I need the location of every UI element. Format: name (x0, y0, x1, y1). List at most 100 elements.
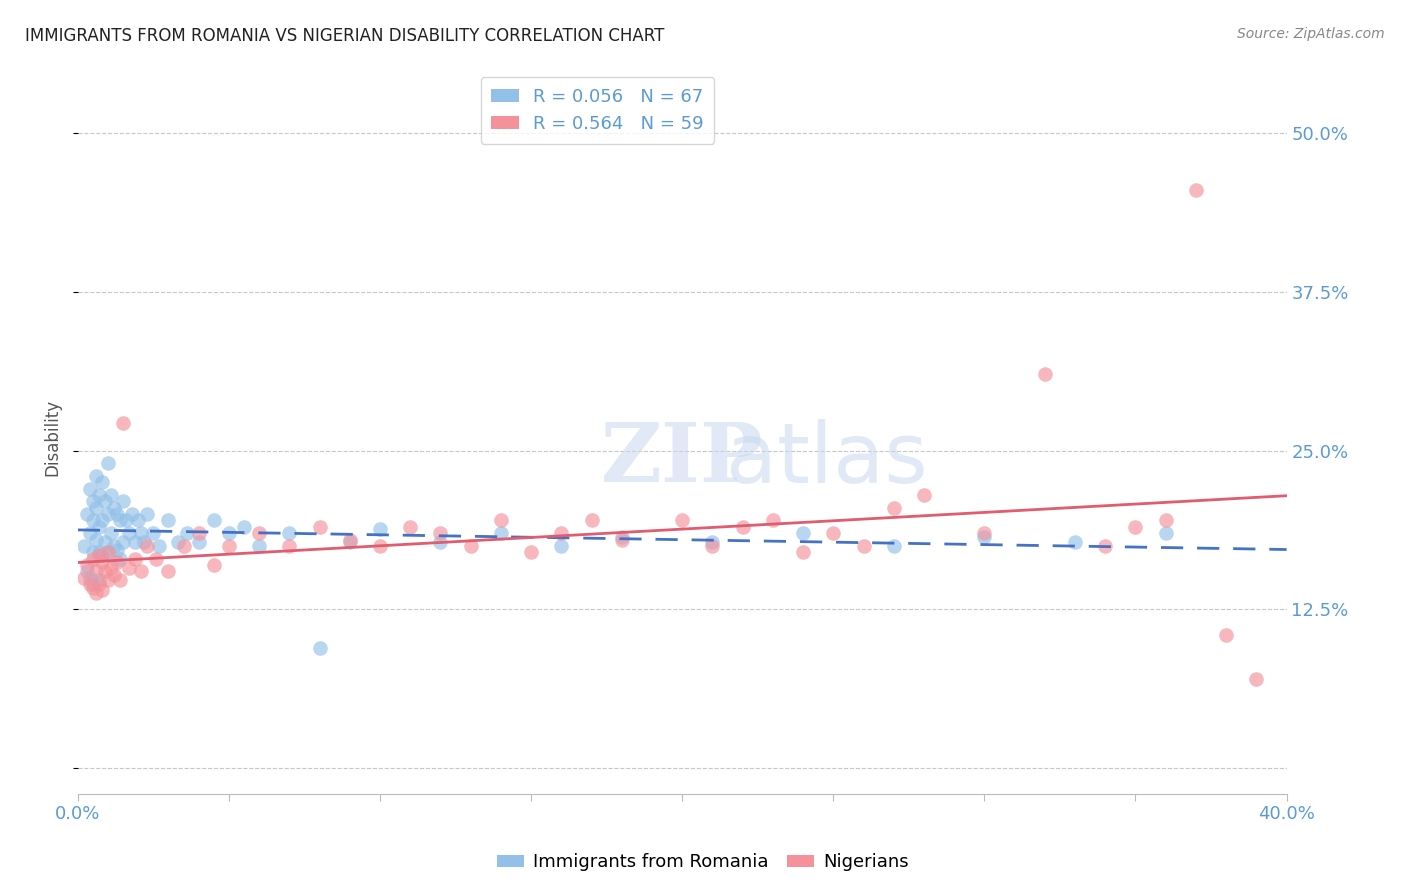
Point (73, 571, 96, 585)
Point (1215, 628, 1237, 642)
Point (118, 526, 141, 541)
Point (218, 526, 240, 541)
Point (84, 586, 107, 600)
Point (97, 507, 120, 521)
Point (79, 526, 101, 541)
Point (852, 539, 875, 553)
Point (87, 520, 110, 534)
Point (108, 514, 131, 528)
Point (108, 551, 131, 566)
Point (973, 526, 995, 541)
Point (1033, 368, 1056, 382)
Point (105, 556, 128, 570)
Point (702, 539, 724, 553)
Text: Source: ZipAtlas.com: Source: ZipAtlas.com (1237, 27, 1385, 41)
Point (124, 535, 146, 549)
Point (187, 526, 209, 541)
Point (108, 573, 131, 587)
Point (399, 520, 422, 534)
Point (429, 535, 451, 549)
Point (136, 539, 159, 553)
Point (94, 494, 117, 508)
Point (1125, 520, 1147, 534)
Point (129, 526, 152, 541)
Point (368, 539, 391, 553)
Point (115, 514, 138, 528)
Point (550, 539, 572, 553)
Point (100, 560, 122, 574)
Point (166, 535, 188, 549)
Point (91, 475, 114, 490)
Point (792, 545, 814, 559)
Legend: R = 0.056   N = 67, R = 0.564   N = 59: R = 0.056 N = 67, R = 0.564 N = 59 (481, 77, 714, 144)
Point (912, 488, 935, 502)
Point (581, 514, 603, 528)
Point (82, 551, 104, 566)
Point (97, 545, 120, 559)
Point (278, 526, 301, 541)
Point (79, 482, 101, 496)
Point (84, 533, 107, 547)
Point (134, 535, 156, 549)
Point (73, 539, 96, 553)
Point (187, 535, 209, 549)
Point (97, 573, 120, 587)
Point (339, 533, 361, 547)
Point (87, 577, 110, 591)
Point (76, 507, 98, 521)
Point (129, 564, 152, 578)
Point (87, 548, 110, 562)
Point (973, 530, 995, 544)
Point (308, 520, 330, 534)
Point (460, 539, 482, 553)
Point (247, 539, 270, 553)
Point (84, 564, 107, 578)
Point (702, 535, 724, 549)
Point (218, 539, 240, 553)
Point (112, 494, 135, 508)
Point (82, 577, 104, 591)
Point (176, 526, 198, 541)
Point (610, 533, 633, 547)
Point (105, 507, 128, 521)
Point (308, 640, 330, 655)
Point (100, 526, 122, 541)
Point (671, 514, 693, 528)
Point (76, 558, 98, 572)
Point (202, 558, 225, 572)
Point (82, 581, 104, 595)
Point (233, 520, 256, 534)
Point (550, 526, 572, 541)
Point (94, 535, 117, 549)
Point (79, 571, 101, 585)
Point (142, 526, 165, 541)
Point (368, 522, 391, 536)
Point (87, 573, 110, 587)
Point (762, 514, 785, 528)
Point (82, 494, 104, 508)
Point (94, 564, 117, 578)
Text: atlas: atlas (727, 418, 928, 500)
Point (610, 530, 633, 544)
Point (84, 469, 107, 483)
Point (792, 526, 814, 541)
Point (105, 542, 128, 557)
Point (97, 456, 120, 470)
Point (157, 564, 180, 578)
Point (339, 535, 361, 549)
Point (97, 545, 120, 559)
Point (91, 514, 114, 528)
Point (112, 416, 135, 430)
Point (87, 488, 110, 502)
Point (520, 545, 543, 559)
Point (278, 539, 301, 553)
Point (1094, 539, 1116, 553)
Point (173, 539, 195, 553)
Point (157, 514, 180, 528)
Point (91, 583, 114, 598)
Text: IMMIGRANTS FROM ROMANIA VS NIGERIAN DISABILITY CORRELATION CHART: IMMIGRANTS FROM ROMANIA VS NIGERIAN DISA… (25, 27, 665, 45)
Point (112, 535, 135, 549)
Text: ZIP: ZIP (600, 419, 763, 500)
Point (489, 514, 512, 528)
Point (82, 545, 104, 559)
